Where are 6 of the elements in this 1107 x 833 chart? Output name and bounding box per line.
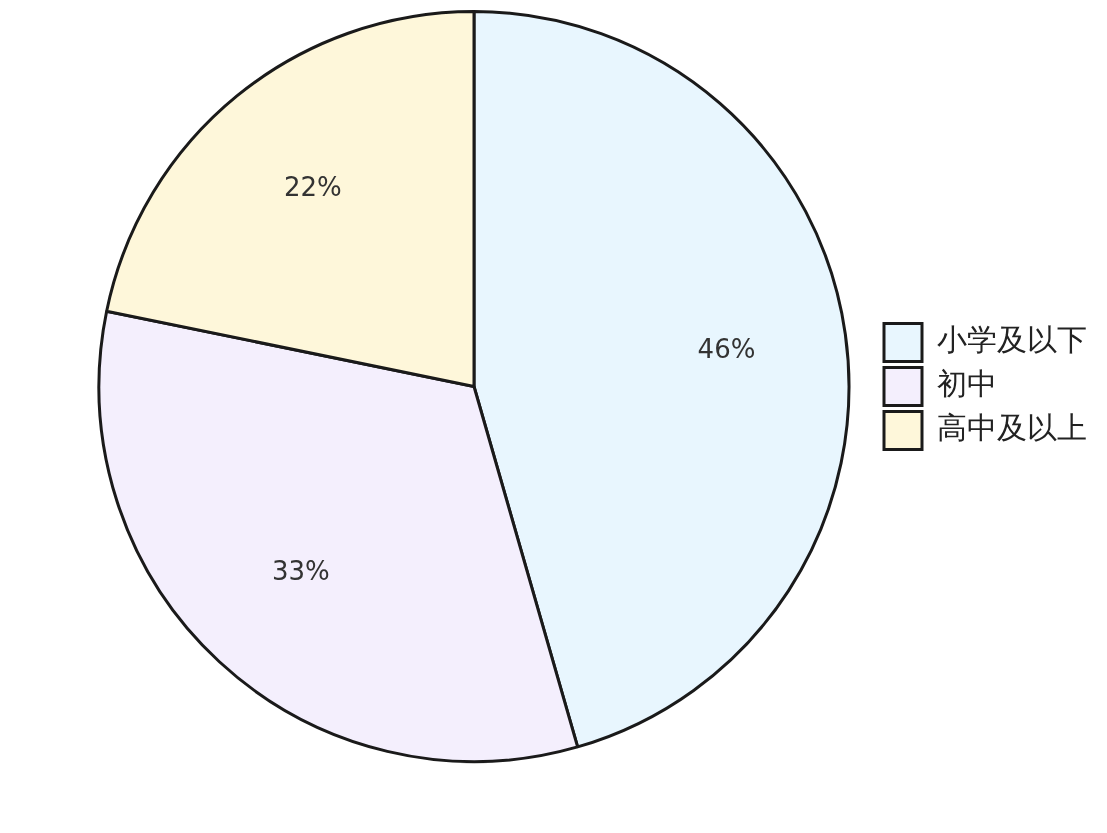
legend-label: 小学及以下 [937,322,1087,358]
data-label: 22% [283,171,342,202]
data-label: 46% [697,333,756,364]
data-label: 33% [271,556,330,587]
legend-label: 高中及以上 [937,410,1087,446]
legend-label: 初中 [937,366,997,402]
